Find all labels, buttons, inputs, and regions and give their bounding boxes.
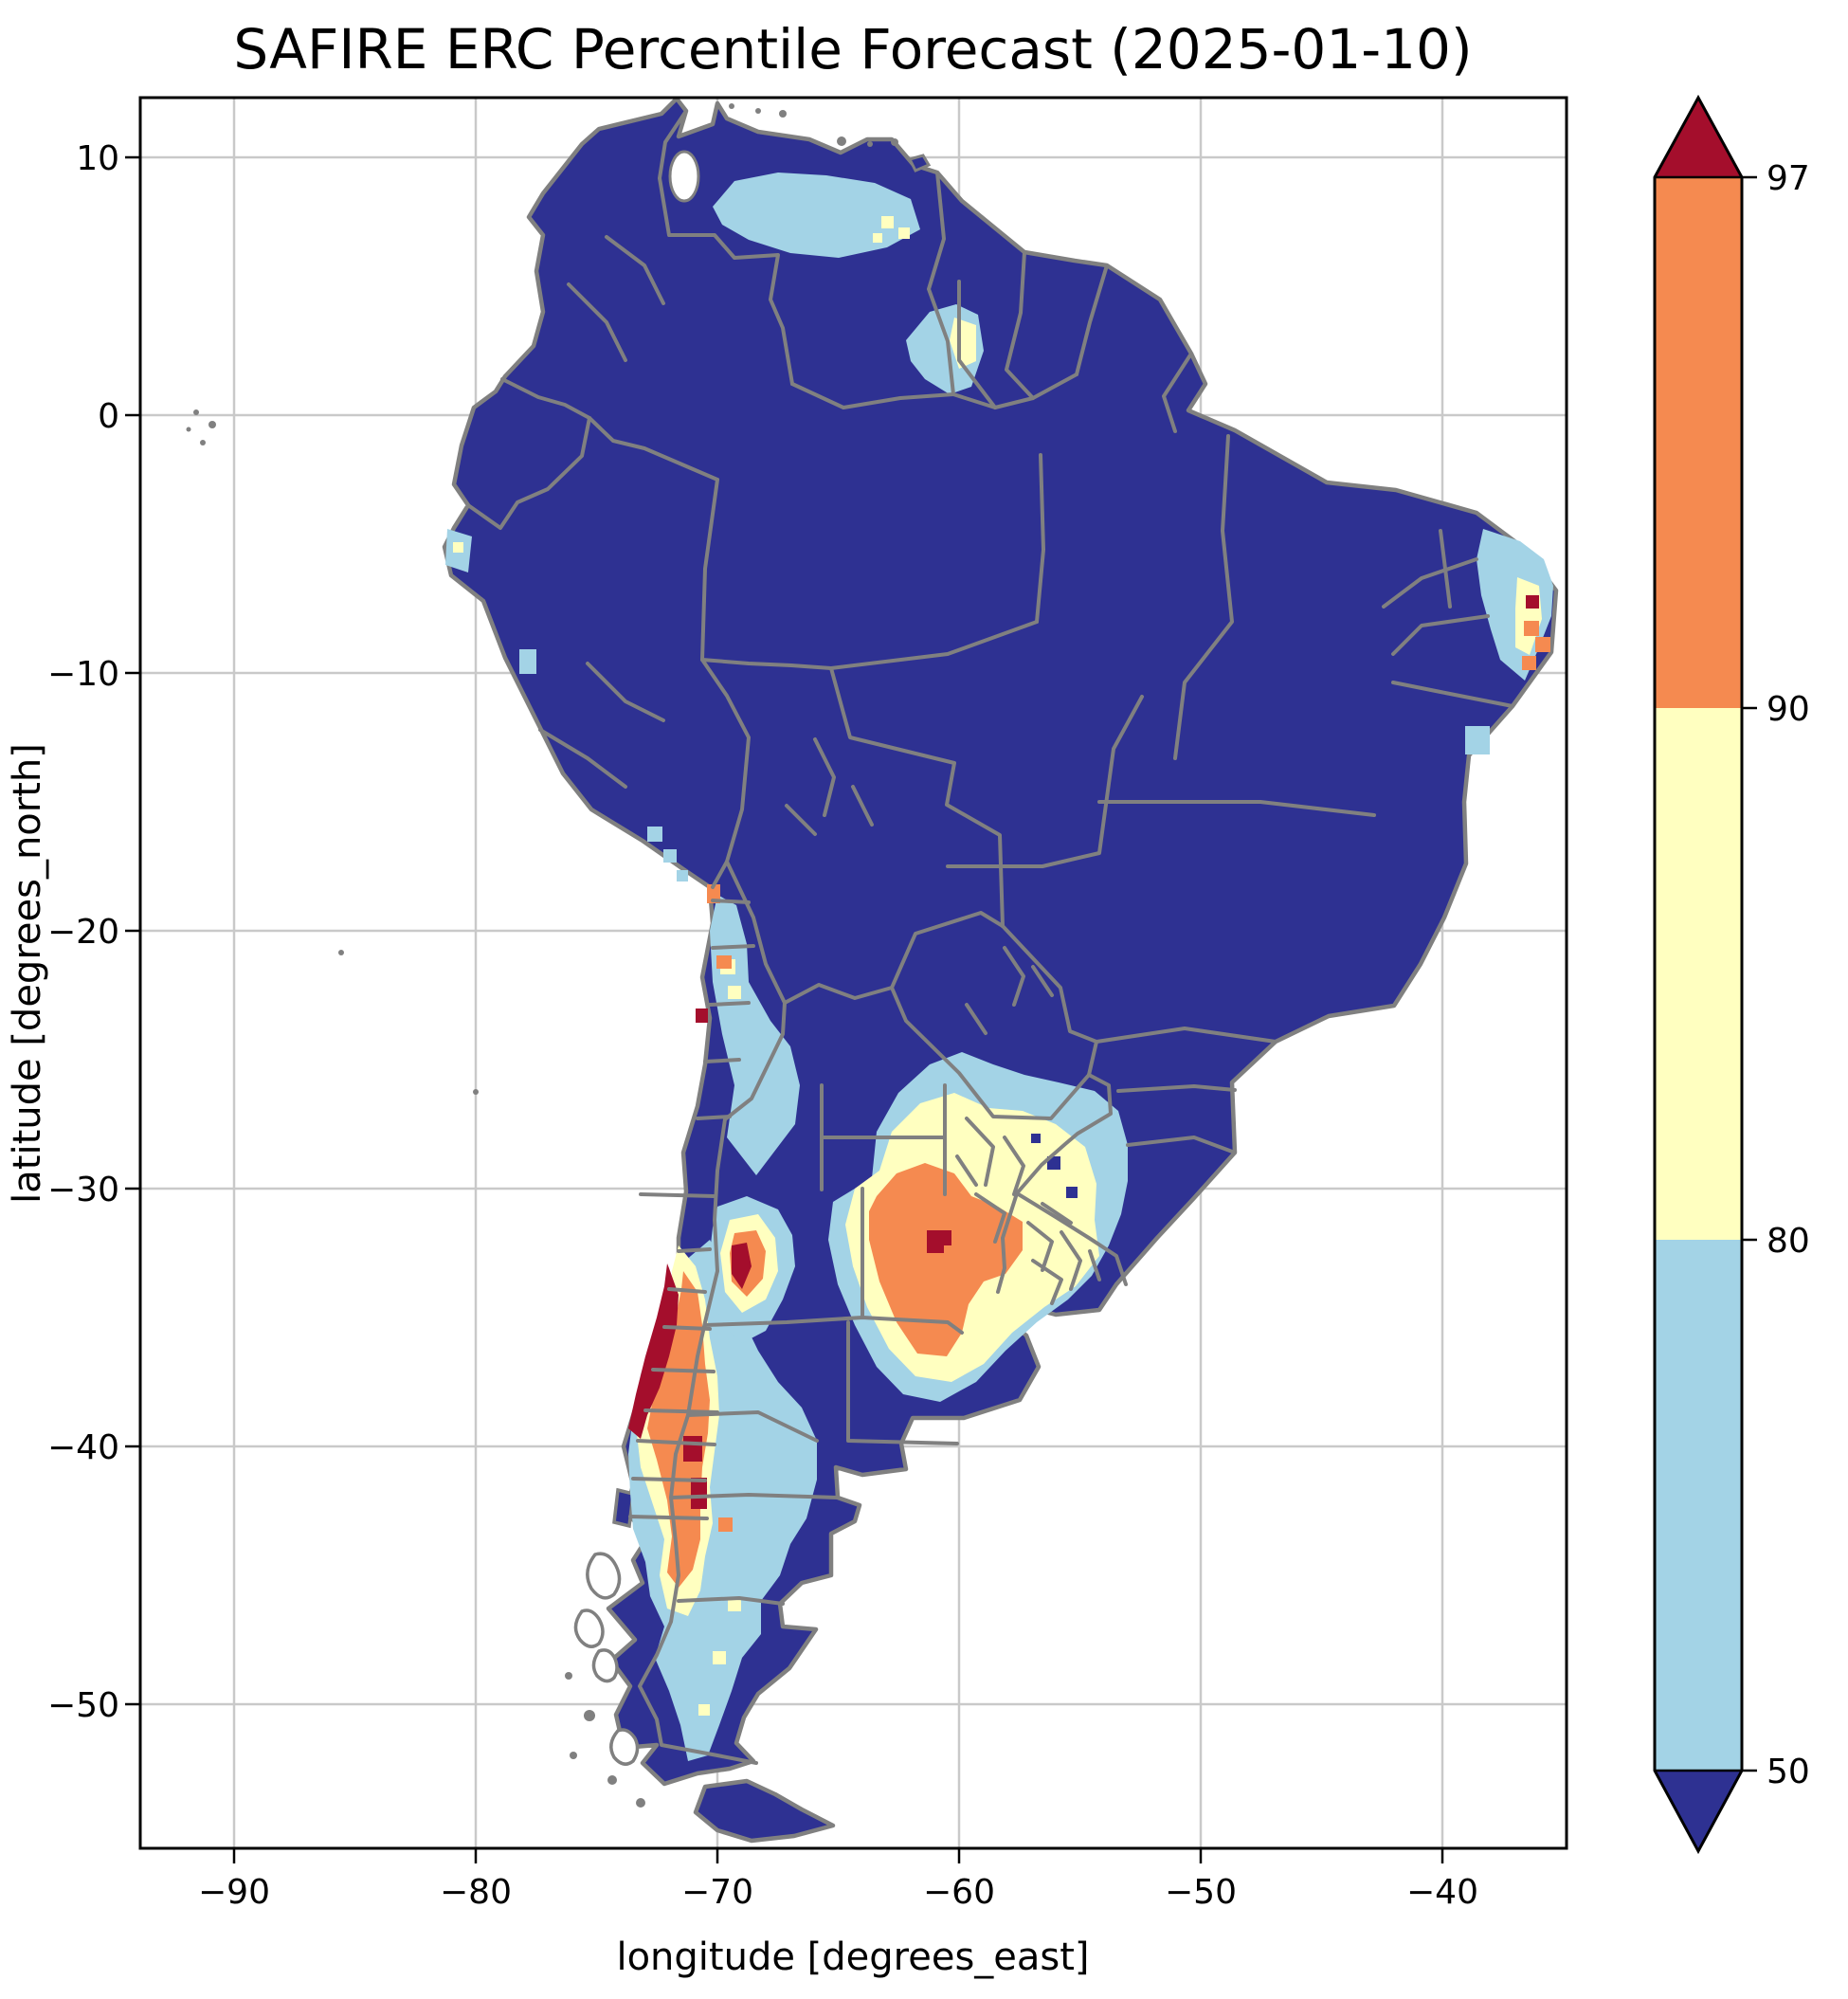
- y-axis-label: latitude [degrees_north]: [6, 743, 49, 1204]
- overlay-ne-brazil-red-pixel: [1526, 595, 1539, 609]
- x-axis-label: longitude [degrees_east]: [616, 1935, 1089, 1979]
- chart-title: SAFIRE ERC Percentile Forecast (2025-01-…: [233, 17, 1472, 82]
- colorbar: 97 90 80 50: [1653, 94, 1810, 1855]
- chiloe-island: [612, 1487, 635, 1529]
- x-axis-tick-labels: −90 −80 −70 −60 −50 −40: [198, 1873, 1478, 1912]
- y-tick: −40: [47, 1428, 119, 1467]
- x-tick: −40: [1406, 1873, 1478, 1912]
- colorbar-over-arrow: [1655, 98, 1742, 177]
- colorbar-tick-marks: [1742, 175, 1757, 1772]
- x-tick: −70: [681, 1873, 753, 1912]
- plot-frame: [138, 96, 1568, 1850]
- x-tick: −50: [1165, 1873, 1237, 1912]
- overlay-chile-darkred-spot2: [691, 1478, 707, 1509]
- overlay-antofagasta-red-pixel: [696, 1009, 708, 1023]
- x-tick: −90: [198, 1873, 270, 1912]
- colorbar-tick-labels: 97 90 80 50: [1766, 159, 1810, 1791]
- x-tick: −60: [923, 1873, 995, 1912]
- overlay-cuyo-darkred: [732, 1243, 752, 1289]
- y-axis-tick-labels: 10 0 −10 −20 −30 −40 −50: [47, 139, 119, 1725]
- overlay-ne-brazil-lightblue: [1477, 529, 1553, 681]
- colorbar-segment-90-97: [1655, 177, 1742, 708]
- colorbar-tick: 50: [1766, 1753, 1810, 1791]
- map-canvas: [140, 98, 1567, 1848]
- y-tick: −20: [47, 913, 119, 952]
- trinidad-island: [907, 154, 932, 173]
- overlay-pampas-orange: [869, 1163, 1023, 1356]
- overlay-guyana-yellow: [950, 318, 976, 369]
- axis-tick-marks: [125, 155, 1444, 1863]
- overlay-chile-darkred-spot1: [683, 1436, 702, 1462]
- colorbar-under-arrow: [1655, 1771, 1742, 1851]
- y-tick: −10: [47, 655, 119, 694]
- overlay-venezuela-lightblue: [713, 173, 920, 258]
- y-tick: 10: [76, 139, 119, 178]
- overlay-pampas-darkred: [927, 1230, 951, 1253]
- admin-borders: [466, 109, 1514, 1765]
- colorbar-segment-80-90: [1655, 708, 1742, 1240]
- colorbar-tick: 97: [1766, 159, 1810, 198]
- overlay-chile-darkred-band: [628, 1263, 679, 1439]
- overlay-bahia-spot: [1465, 726, 1490, 754]
- y-tick: −30: [47, 1171, 119, 1209]
- x-tick: −80: [440, 1873, 512, 1912]
- y-tick: −50: [47, 1686, 119, 1725]
- colorbar-tick: 90: [1766, 690, 1810, 729]
- y-tick: 0: [98, 397, 119, 436]
- tierra-del-fuego: [693, 1778, 836, 1844]
- islands-and-fjords: [186, 103, 932, 1808]
- lake-maracaibo: [668, 150, 700, 203]
- colorbar-segment-50-80: [1655, 1240, 1742, 1771]
- colorbar-tick: 80: [1766, 1222, 1810, 1261]
